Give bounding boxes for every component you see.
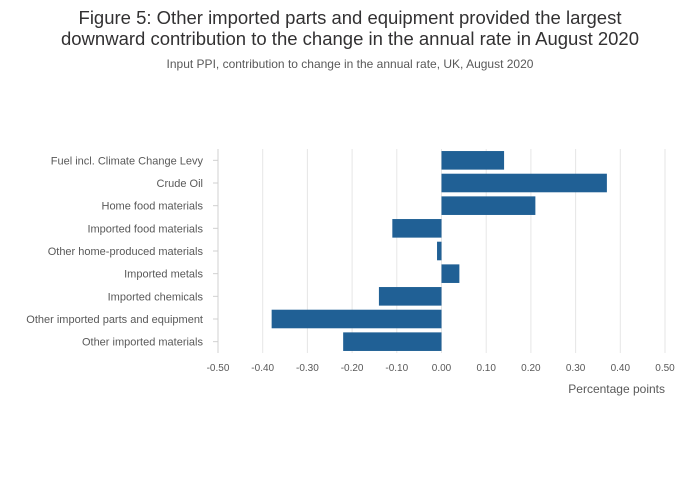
category-label: Imported metals [124,269,203,281]
x-tick-label: -0.30 [296,363,319,374]
x-tick-label: -0.50 [207,363,230,374]
x-tick-label: 0.40 [611,363,631,374]
x-tick-label: 0.30 [566,363,586,374]
chart-title-line-2: downward contribution to the change in t… [60,28,640,49]
x-tick-label: -0.10 [385,363,408,374]
chart-title-line-1: Figure 5: Other imported parts and equip… [78,7,622,28]
bar [343,332,442,351]
x-tick-label: 0.20 [521,363,541,374]
x-tick-label: 0.00 [432,363,452,374]
category-axis: Fuel incl. Climate Change Levy Crude Oil H… [26,149,219,353]
category-label: Other home-produced materials [48,246,204,258]
bar [441,151,505,170]
x-tick-label: -0.20 [341,363,364,374]
category-label: Fuel incl. Climate Change Levy [51,155,204,167]
bar [437,241,442,261]
value-axis: -0.50 -0.40 -0.30 -0.20 -0.10 0.00 0.10 0.20 0.3… [207,363,676,374]
x-axis-title: Percentage points [568,382,665,396]
x-tick-label: 0.50 [655,363,675,374]
bar [441,264,460,283]
category-label: Other imported materials [82,337,204,349]
category-label: Crude Oil [157,178,203,190]
bar [441,196,536,215]
category-label: Home food materials [102,201,204,213]
chart-subtitle: Input PPI, contribution to change in the… [166,57,534,71]
category-label: Imported chemicals [108,291,204,303]
bar [271,309,442,329]
category-label: Imported food materials [87,223,203,235]
x-tick-label: -0.40 [251,363,274,374]
chart-title: Figure 5: Other imported parts and equip… [0,7,700,49]
bar [378,287,442,306]
bars [271,151,607,351]
x-tick-label: 0.10 [476,363,496,374]
category-label: Other imported parts and equipment [26,314,203,326]
bar [392,219,442,238]
bar [441,173,607,193]
